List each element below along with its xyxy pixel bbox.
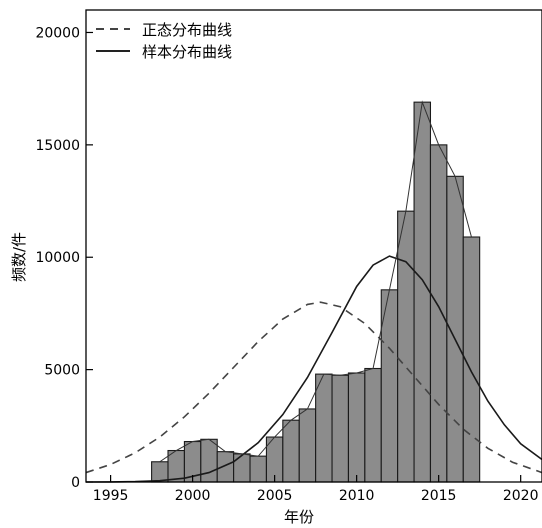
bar-1998 [151,461,169,483]
axes-layer: 1995 2000 2005 2010 2015 2020 0 5000 10000 15000 2… [35,9,542,504]
x-tick-label-1995: 1995 [93,488,129,504]
bar-2013 [397,210,415,483]
bar-2008 [315,373,333,483]
legend: 正态分布曲线 样本分布曲线 [96,21,232,61]
legend-label-normal-curve: 正态分布曲线 [142,21,232,39]
plot-frame [85,9,542,483]
x-tick-label-2000: 2000 [175,488,211,504]
y-tick-label-0: 0 [71,475,80,491]
bars-layer [151,101,481,483]
bar-2015 [429,144,448,483]
bar-2011 [364,367,382,483]
legend-label-sample-curve: 样本分布曲线 [142,43,232,61]
x-tick-label-2020: 2020 [503,488,539,504]
bar-2010 [347,372,366,483]
bar-2002 [216,451,235,483]
x-tick-label-2015: 2015 [421,488,457,504]
frequency-polyline [159,100,472,463]
bar-1999 [167,449,185,483]
x-axis-title: 年份 [284,508,314,526]
y-tick-label-10000: 10000 [35,250,80,266]
normal-curve-line [85,301,542,474]
lines-layer [85,100,542,483]
bar-2007 [298,408,317,483]
y-tick-label-5000: 5000 [44,363,80,379]
bar-2014 [413,101,432,483]
bar-2006 [282,419,300,483]
y-tick-label-15000: 15000 [35,138,80,154]
y-axis-title: 频数/件 [10,232,28,282]
x-tick-label-2005: 2005 [257,488,293,504]
sample-curve-line [85,255,542,483]
bar-2003 [233,453,251,483]
bar-2004 [249,455,267,483]
y-tick-label-20000: 20000 [35,25,80,41]
x-tick-label-2010: 2010 [339,488,375,504]
bar-2009 [331,374,349,483]
bar-2001 [200,438,218,483]
